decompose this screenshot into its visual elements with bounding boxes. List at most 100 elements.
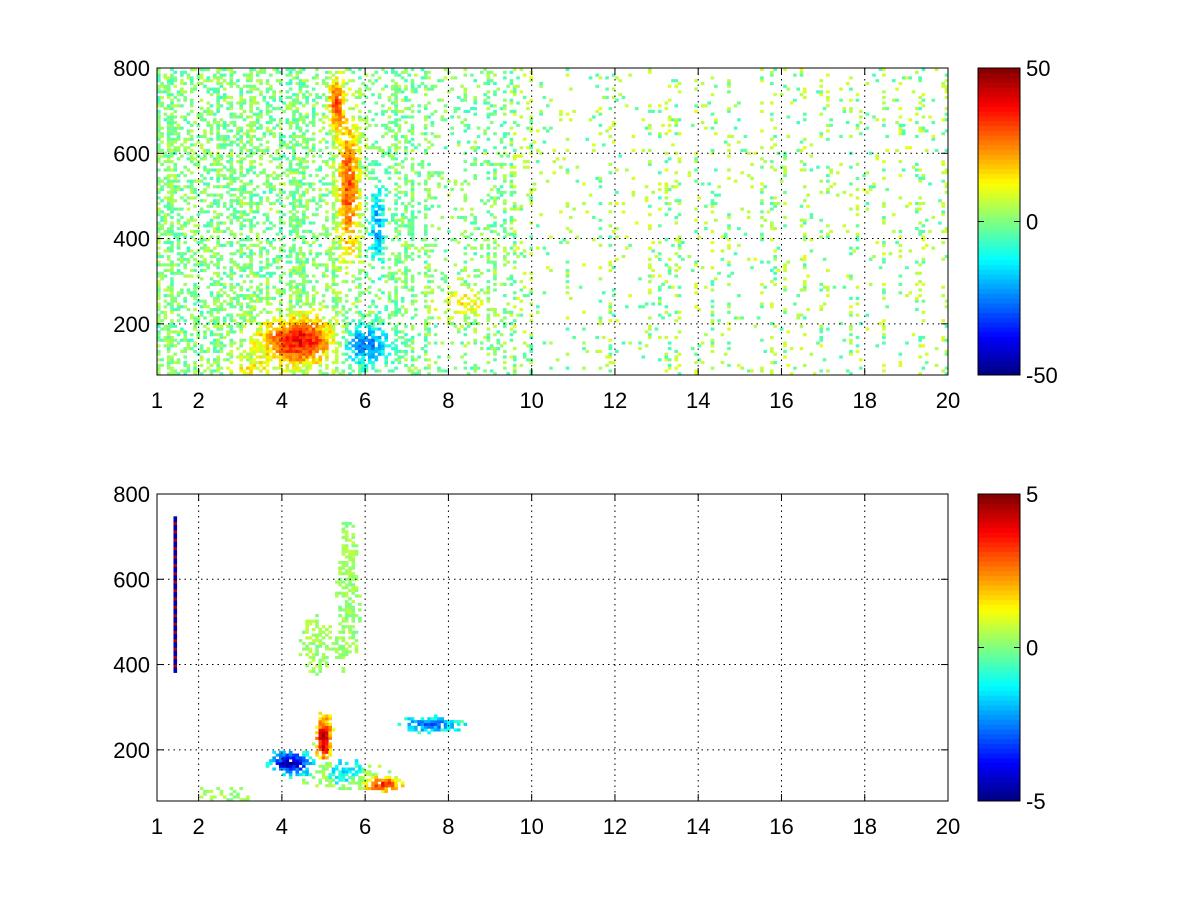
heatmap-cell bbox=[344, 341, 349, 345]
heatmap-cell bbox=[321, 176, 326, 180]
heatmap-cell bbox=[206, 90, 211, 94]
heatmap-cell bbox=[311, 335, 316, 340]
heatmap-cell bbox=[262, 171, 267, 175]
heatmap-cell bbox=[404, 79, 408, 83]
heatmap-cell bbox=[206, 137, 211, 141]
heatmap-cell bbox=[298, 352, 303, 356]
heatmap-cell bbox=[364, 313, 369, 317]
heatmap-cell bbox=[463, 129, 468, 133]
heatmap-cell bbox=[193, 285, 197, 289]
heatmap-cell bbox=[358, 171, 362, 175]
heatmap-cell bbox=[206, 229, 211, 233]
heatmap-cell bbox=[364, 137, 369, 141]
heatmap-cell bbox=[667, 98, 672, 102]
heatmap-cell bbox=[170, 185, 174, 189]
heatmap-cell bbox=[315, 101, 319, 105]
heatmap-cell bbox=[157, 280, 161, 284]
heatmap-cell bbox=[170, 118, 174, 122]
heatmap-cell bbox=[404, 146, 408, 150]
heatmap-cell bbox=[354, 143, 359, 147]
heatmap-cell bbox=[173, 137, 178, 141]
heatmap-cell bbox=[222, 87, 227, 91]
heatmap-cell bbox=[410, 280, 415, 284]
heatmap-cell bbox=[311, 285, 316, 289]
heatmap-cell bbox=[493, 224, 497, 228]
heatmap-cell bbox=[232, 291, 237, 295]
heatmap-cell bbox=[245, 168, 250, 172]
heatmap-cell bbox=[344, 176, 349, 180]
heatmap-cell bbox=[509, 277, 514, 281]
heatmap-cell bbox=[615, 235, 619, 239]
heatmap-cell bbox=[427, 101, 431, 105]
heatmap-cell bbox=[486, 160, 491, 164]
heatmap-cell bbox=[384, 335, 389, 340]
heatmap-cell bbox=[305, 112, 309, 116]
heatmap-cell bbox=[302, 268, 306, 273]
heatmap-cell bbox=[677, 285, 682, 289]
heatmap-cell bbox=[358, 221, 362, 225]
heatmap-cell bbox=[341, 246, 346, 250]
heatmap-cell bbox=[522, 355, 527, 359]
heatmap-cell bbox=[456, 215, 461, 220]
heatmap-cell bbox=[298, 134, 303, 139]
heatmap-cell bbox=[288, 121, 293, 125]
heatmap-cell bbox=[242, 372, 247, 376]
heatmap-cell bbox=[611, 140, 616, 144]
heatmap-cell bbox=[255, 148, 260, 153]
heatmap-cell bbox=[206, 246, 211, 250]
heatmap-cell bbox=[328, 104, 332, 108]
heatmap-cell bbox=[519, 68, 524, 72]
heatmap-cell bbox=[298, 115, 303, 119]
heatmap-cell bbox=[203, 176, 207, 180]
heatmap-cell bbox=[206, 112, 211, 116]
heatmap-cell bbox=[334, 70, 339, 74]
heatmap-cell bbox=[170, 305, 174, 309]
heatmap-cell bbox=[189, 157, 194, 161]
heatmap-cell bbox=[308, 221, 313, 225]
heatmap-cell bbox=[166, 330, 171, 334]
heatmap-cell bbox=[328, 249, 332, 253]
heatmap-cell bbox=[295, 134, 300, 139]
heatmap-cell bbox=[358, 95, 362, 99]
heatmap-cell bbox=[417, 174, 421, 178]
heatmap-cell bbox=[318, 341, 323, 345]
heatmap-cell bbox=[410, 274, 415, 278]
heatmap-cell bbox=[305, 204, 309, 208]
heatmap-cell bbox=[302, 229, 306, 233]
heatmap-cell bbox=[219, 229, 224, 233]
heatmap-cell bbox=[417, 333, 421, 337]
heatmap-cell bbox=[229, 73, 234, 77]
heatmap-cell bbox=[615, 349, 619, 353]
heatmap-cell bbox=[242, 310, 247, 314]
heatmap-cell bbox=[453, 76, 458, 80]
heatmap-cell bbox=[460, 341, 464, 345]
heatmap-cell bbox=[509, 140, 514, 144]
heatmap-cell bbox=[374, 238, 379, 242]
heatmap-cell bbox=[295, 199, 300, 203]
heatmap-cell bbox=[262, 352, 267, 356]
heatmap-cell bbox=[598, 132, 603, 136]
heatmap-cell bbox=[170, 260, 174, 264]
heatmap-cell bbox=[311, 188, 316, 192]
heatmap-cell bbox=[157, 76, 161, 80]
heatmap-cell bbox=[321, 115, 326, 119]
heatmap-cell bbox=[193, 204, 197, 208]
heatmap-cell bbox=[236, 313, 240, 317]
heatmap-cell bbox=[387, 176, 392, 180]
heatmap-cell bbox=[410, 182, 415, 186]
heatmap-cell bbox=[417, 104, 421, 108]
heatmap-cell bbox=[275, 335, 280, 340]
heatmap-cell bbox=[410, 335, 415, 340]
heatmap-cell bbox=[305, 260, 309, 264]
heatmap-cell bbox=[493, 229, 497, 233]
heatmap-cell bbox=[242, 157, 247, 161]
heatmap-cell bbox=[249, 366, 253, 370]
heatmap-cell bbox=[338, 168, 342, 172]
heatmap-cell bbox=[222, 137, 227, 141]
heatmap-cell bbox=[219, 349, 224, 353]
heatmap-cell bbox=[249, 193, 253, 197]
heatmap-cell bbox=[315, 316, 319, 320]
heatmap-cell bbox=[453, 294, 458, 298]
heatmap-cell bbox=[358, 90, 362, 94]
heatmap-cell bbox=[618, 79, 623, 83]
